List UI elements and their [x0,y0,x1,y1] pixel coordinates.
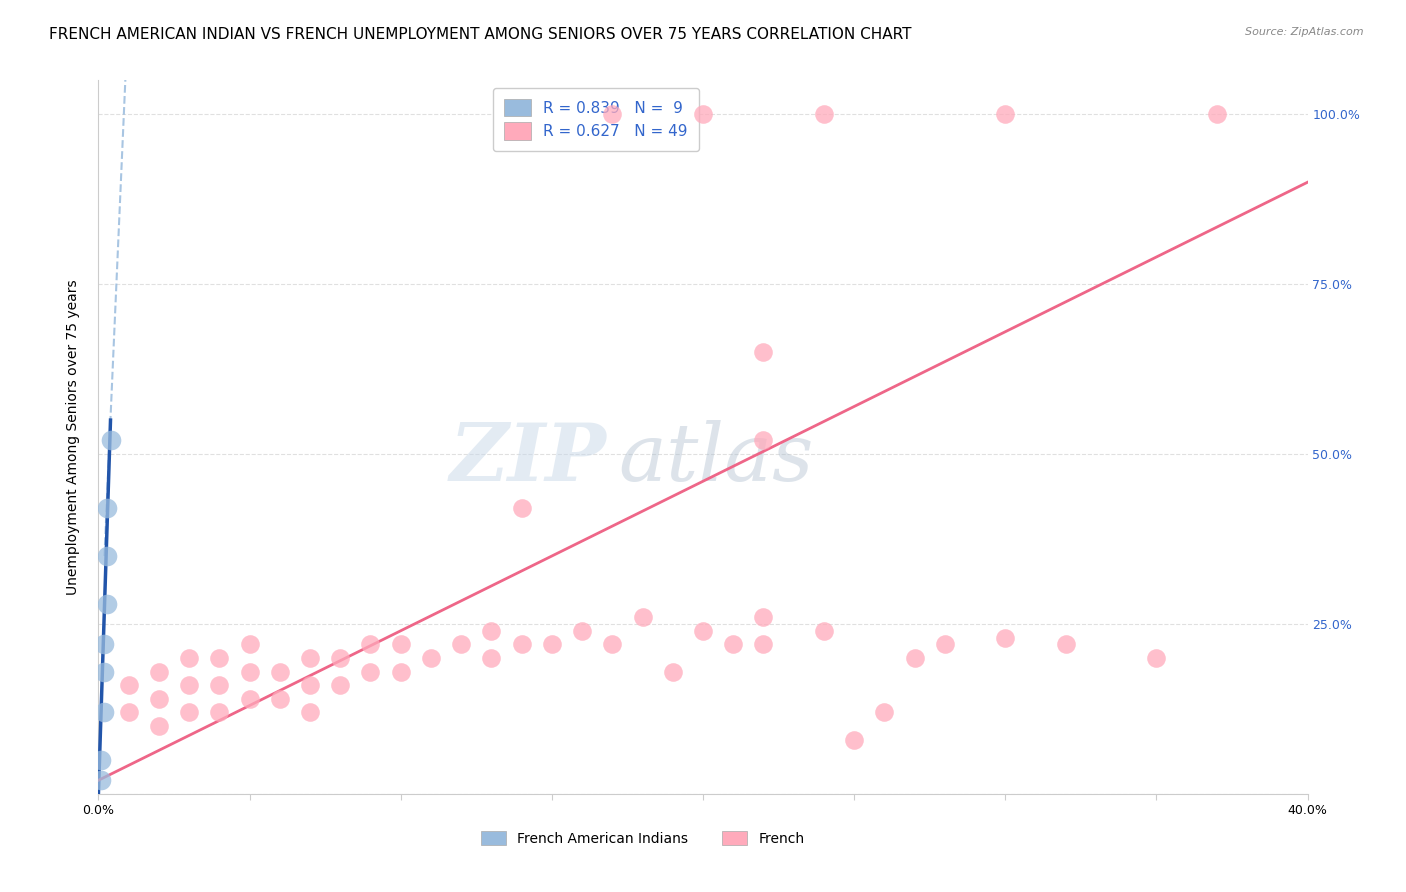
Point [631,610,654,624]
Point [602,107,624,121]
Point [179,678,201,692]
Point [481,651,503,665]
Point [389,637,412,651]
Point [360,637,382,651]
Point [148,719,170,733]
Text: Source: ZipAtlas.com: Source: ZipAtlas.com [1246,27,1364,37]
Point [420,651,443,665]
Point [844,732,866,747]
Point [239,691,262,706]
Point [269,665,291,679]
Legend: French American Indians, French: French American Indians, French [475,825,810,851]
Point [179,651,201,665]
Point [994,631,1017,645]
Point [96,549,118,563]
Text: ZIP: ZIP [450,420,606,497]
Point [90,753,112,767]
Point [299,706,322,720]
Point [100,434,122,448]
Point [692,107,714,121]
Point [93,665,115,679]
Point [873,706,896,720]
Point [299,678,322,692]
Point [450,637,472,651]
Point [904,651,927,665]
Point [208,706,231,720]
Point [239,665,262,679]
Point [752,345,775,359]
Point [661,665,683,679]
Point [934,637,956,651]
Point [179,706,201,720]
Point [510,501,533,516]
Point [1054,637,1077,651]
Point [118,706,141,720]
Point [723,637,745,651]
Text: FRENCH AMERICAN INDIAN VS FRENCH UNEMPLOYMENT AMONG SENIORS OVER 75 YEARS CORREL: FRENCH AMERICAN INDIAN VS FRENCH UNEMPLO… [49,27,911,42]
Point [571,624,593,638]
Point [692,624,714,638]
Point [299,651,322,665]
Point [96,597,118,611]
Point [1144,651,1167,665]
Point [602,637,624,651]
Point [208,678,231,692]
Point [540,637,562,651]
Point [239,637,262,651]
Point [813,107,835,121]
Point [752,610,775,624]
Y-axis label: Unemployment Among Seniors over 75 years: Unemployment Among Seniors over 75 years [66,279,80,595]
Point [510,637,533,651]
Point [118,678,141,692]
Point [752,434,775,448]
Point [148,665,170,679]
Point [813,624,835,638]
Point [269,691,291,706]
Point [90,773,112,788]
Point [1206,107,1229,121]
Point [360,665,382,679]
Point [93,706,115,720]
Point [994,107,1017,121]
Point [93,637,115,651]
Text: atlas: atlas [619,420,814,497]
Point [329,651,352,665]
Point [329,678,352,692]
Point [96,501,118,516]
Point [389,665,412,679]
Point [208,651,231,665]
Point [481,624,503,638]
Point [148,691,170,706]
Point [752,637,775,651]
